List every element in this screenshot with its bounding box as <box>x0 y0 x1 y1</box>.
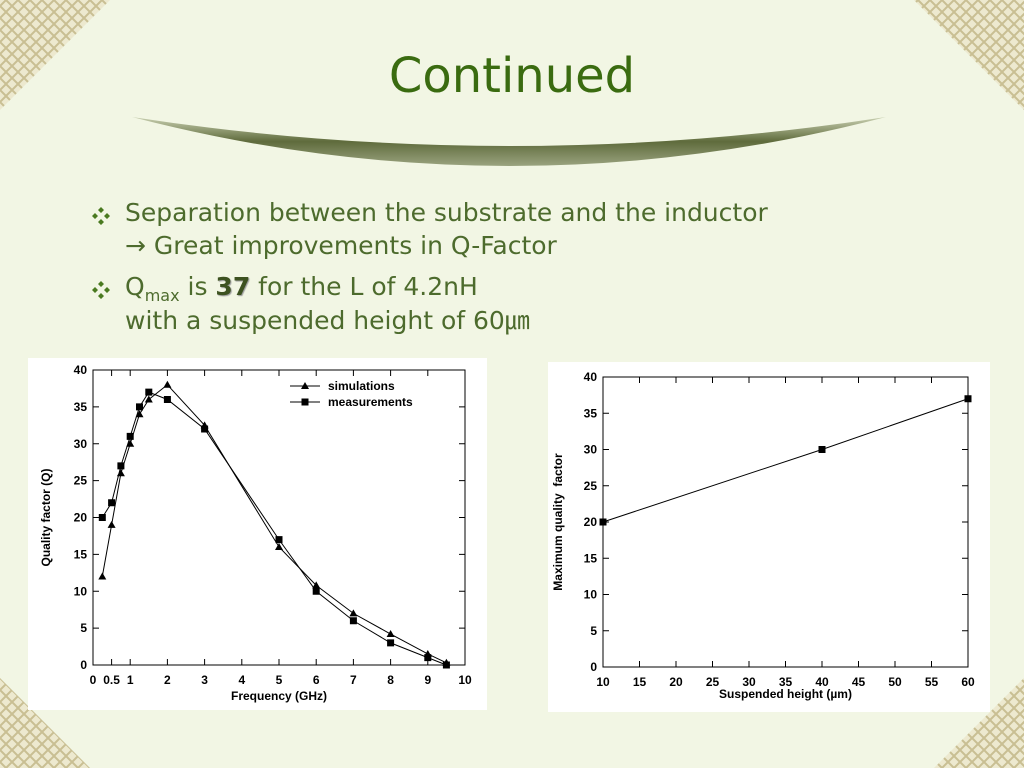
marker <box>349 609 358 617</box>
marker <box>275 536 283 544</box>
swoosh <box>132 117 886 166</box>
y-tick-label: 30 <box>74 437 88 451</box>
marker <box>136 403 143 411</box>
x-tick-label: 1 <box>127 673 134 687</box>
y-axis-label: Quality factor (Q) <box>39 468 53 566</box>
bullet-icon <box>92 281 110 299</box>
chart-panel <box>548 362 990 712</box>
bullet-text: Separation between the substrate and the… <box>125 198 768 227</box>
marker <box>312 587 320 595</box>
marker <box>442 661 450 669</box>
x-tick-label: 35 <box>779 675 793 689</box>
emphasis: 37 <box>215 272 250 301</box>
marker <box>126 432 134 440</box>
x-tick-label: 0 <box>90 673 97 687</box>
marker <box>98 514 106 521</box>
x-axis-label: Suspended height (µm) <box>719 687 852 701</box>
y-tick-label: 10 <box>584 588 598 602</box>
y-tick-label: 10 <box>74 584 88 598</box>
chart-panel <box>28 358 487 710</box>
marker <box>126 439 135 447</box>
y-tick-label: 35 <box>584 406 598 420</box>
y-tick-label: 35 <box>74 400 88 414</box>
y-tick-label: 20 <box>584 515 598 529</box>
corner-ornament <box>0 0 110 110</box>
x-tick-label: 4 <box>238 673 245 687</box>
text: for the L of 4.2nH <box>250 272 478 301</box>
marker <box>386 630 395 638</box>
corner-ornament <box>0 678 90 768</box>
x-tick-label: 55 <box>925 675 939 689</box>
y-tick-label: 5 <box>80 621 87 635</box>
marker <box>301 398 309 406</box>
y-tick-label: 25 <box>74 474 88 488</box>
x-tick-label: 40 <box>815 675 829 689</box>
subscript: max <box>145 286 180 305</box>
x-tick-label: 20 <box>669 675 683 689</box>
slide-title: Continued <box>389 48 635 104</box>
y-tick-label: 30 <box>584 443 598 457</box>
y-tick-label: 15 <box>74 547 88 561</box>
marker <box>301 382 309 389</box>
x-tick-label: 5 <box>276 673 283 687</box>
bullet-text: Qmax is 37 for the L of 4.2nH <box>125 272 478 305</box>
x-tick-label: 3 <box>201 673 208 687</box>
x-tick-label: 8 <box>387 673 394 687</box>
y-tick-label: 0 <box>80 658 87 672</box>
text: is <box>180 272 216 301</box>
bullet-text: → Great improvements in Q-Factor <box>125 231 558 260</box>
marker <box>818 446 826 453</box>
marker <box>107 520 116 528</box>
marker <box>98 572 107 580</box>
x-tick-label: 50 <box>888 675 902 689</box>
x-tick-label: 7 <box>350 673 357 687</box>
corner-ornament <box>914 0 1024 110</box>
x-axis-label: Frequency (GHz) <box>231 689 327 703</box>
x-tick-label: 30 <box>742 675 756 689</box>
y-tick-label: 20 <box>74 511 88 525</box>
y-tick-label: 25 <box>584 479 598 493</box>
x-tick-label: 0.5 <box>103 673 120 687</box>
corner-ornament <box>934 678 1024 768</box>
x-tick-label: 6 <box>313 673 320 687</box>
x-tick-label: 9 <box>424 673 431 687</box>
q: Q <box>125 272 145 301</box>
marker <box>964 395 972 403</box>
x-tick-label: 60 <box>961 675 975 689</box>
series-line <box>101 391 447 666</box>
x-tick-label: 45 <box>852 675 866 689</box>
marker <box>201 425 209 433</box>
marker <box>163 396 171 403</box>
chart: 0 5 10 15 20 25 30 35 40 10 15 20 25 30 35 40 45 50 55 60 Su… <box>551 370 975 701</box>
marker <box>163 380 172 388</box>
bullet-icon <box>92 207 110 225</box>
marker <box>135 410 144 418</box>
y-tick-label: 40 <box>74 363 88 377</box>
y-tick-label: 0 <box>590 660 597 674</box>
marker <box>599 518 607 526</box>
y-tick-label: 40 <box>584 370 598 384</box>
marker <box>144 395 153 403</box>
x-tick-label: 15 <box>633 675 647 689</box>
y-tick-label: 5 <box>590 624 597 638</box>
x-tick-label: 10 <box>458 673 472 687</box>
legend-label: simulations <box>328 379 395 393</box>
x-tick-label: 2 <box>164 673 171 687</box>
x-tick-label: 10 <box>596 675 610 689</box>
marker <box>275 543 283 550</box>
marker <box>424 654 432 662</box>
marker <box>117 462 125 470</box>
chart: 0 5 10 15 20 25 30 35 40 0 0.5 1 2 3 4 5 6 7 8 9 10 Frequency… <box>39 363 472 703</box>
bullet-text: with a suspended height of 60㎛ <box>125 306 530 335</box>
x-tick-label: 25 <box>706 675 720 689</box>
marker <box>312 581 321 589</box>
marker <box>387 639 395 647</box>
y-axis-label: Maximum quality factor <box>551 453 565 591</box>
marker <box>349 617 357 625</box>
marker <box>145 388 153 396</box>
marker <box>108 499 116 507</box>
y-tick-label: 15 <box>584 551 598 565</box>
legend-label: measurements <box>328 395 413 409</box>
